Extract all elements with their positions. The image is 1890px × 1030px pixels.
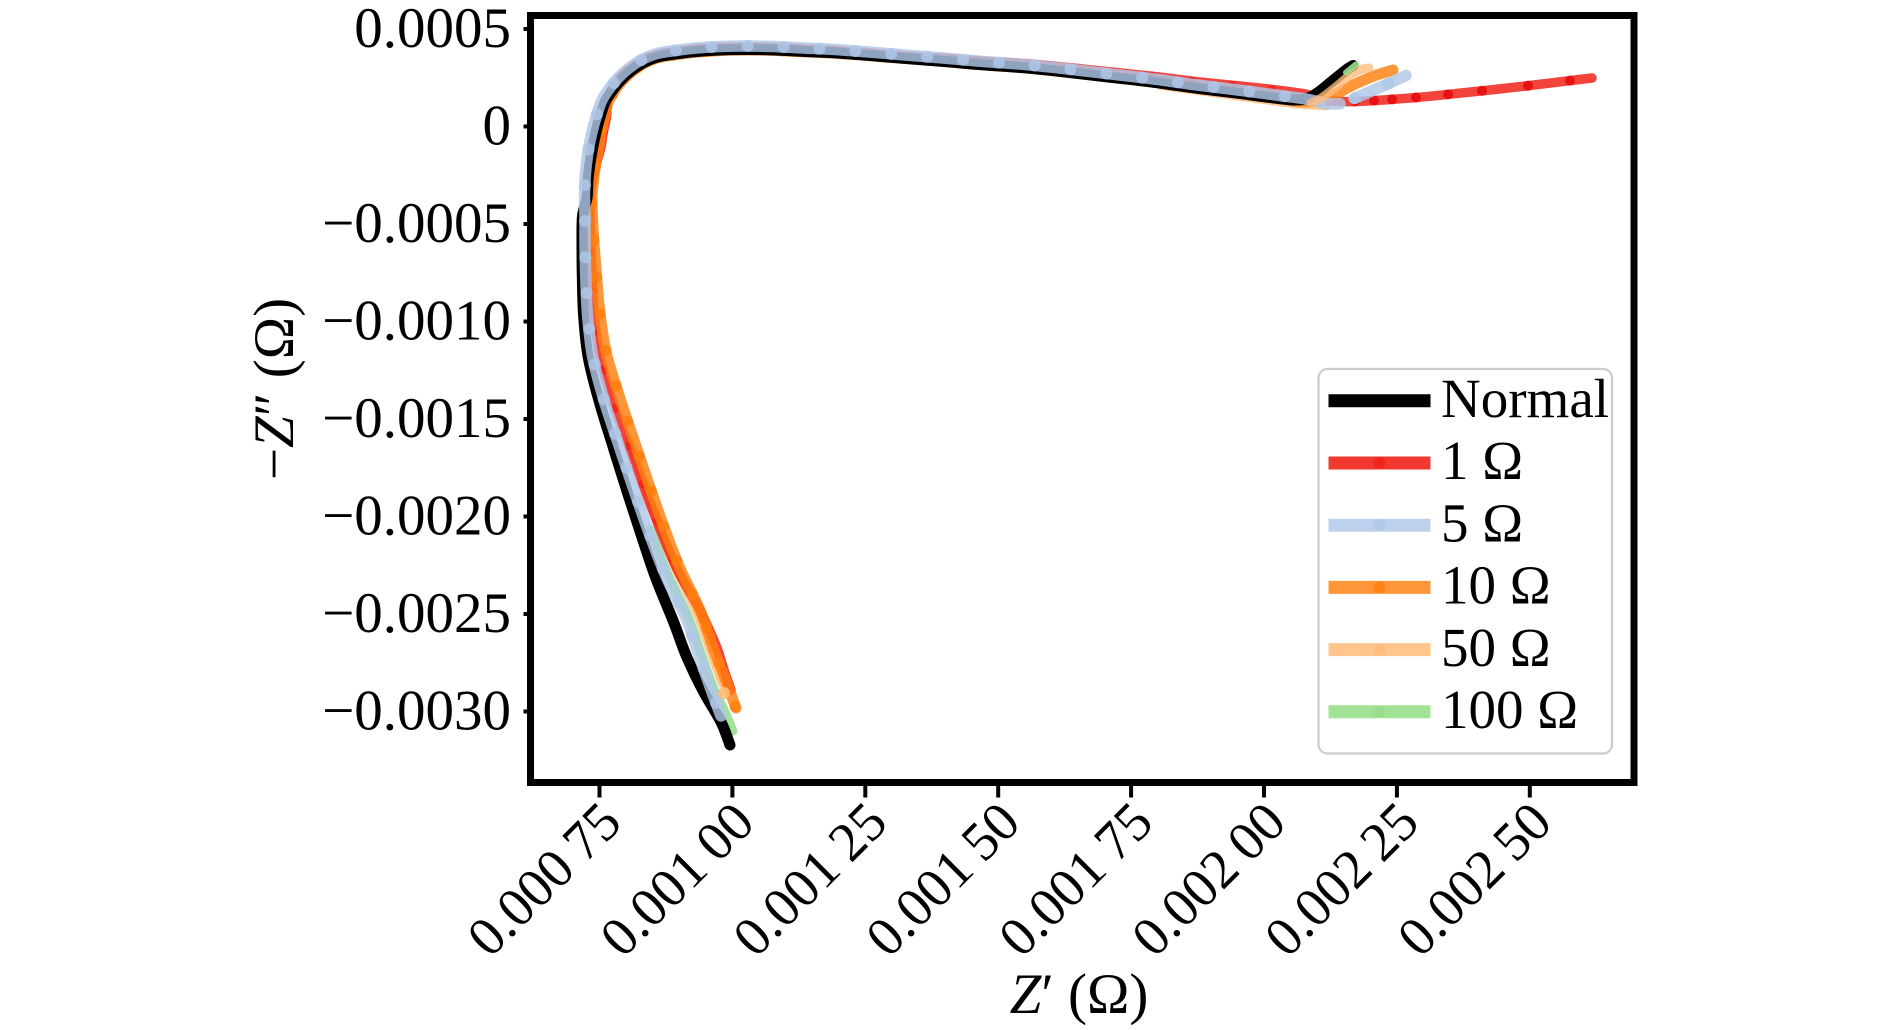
svg-text:5 Ω: 5 Ω xyxy=(1441,492,1523,553)
svg-text:0.0005: 0.0005 xyxy=(354,0,511,60)
svg-text:−Z″ (Ω): −Z″ (Ω) xyxy=(243,298,306,480)
svg-text:Normal: Normal xyxy=(1441,368,1609,429)
svg-text:Z′ (Ω): Z′ (Ω) xyxy=(1010,963,1149,1026)
svg-text:1 Ω: 1 Ω xyxy=(1441,430,1523,491)
svg-text:10 Ω: 10 Ω xyxy=(1441,555,1551,616)
svg-text:50 Ω: 50 Ω xyxy=(1441,617,1551,678)
svg-text:−0.0010: −0.0010 xyxy=(322,290,511,353)
svg-text:0: 0 xyxy=(483,95,512,158)
svg-text:−0.0015: −0.0015 xyxy=(322,387,511,450)
svg-text:−0.0020: −0.0020 xyxy=(322,485,511,548)
svg-text:−0.0025: −0.0025 xyxy=(322,582,511,645)
svg-text:100 Ω: 100 Ω xyxy=(1441,679,1578,740)
svg-text:−0.0030: −0.0030 xyxy=(322,680,511,743)
svg-text:−0.0005: −0.0005 xyxy=(322,192,511,255)
